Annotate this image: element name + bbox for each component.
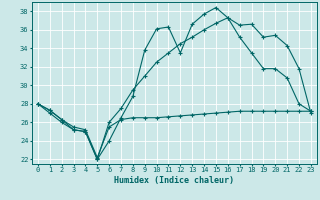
X-axis label: Humidex (Indice chaleur): Humidex (Indice chaleur) <box>115 176 234 185</box>
